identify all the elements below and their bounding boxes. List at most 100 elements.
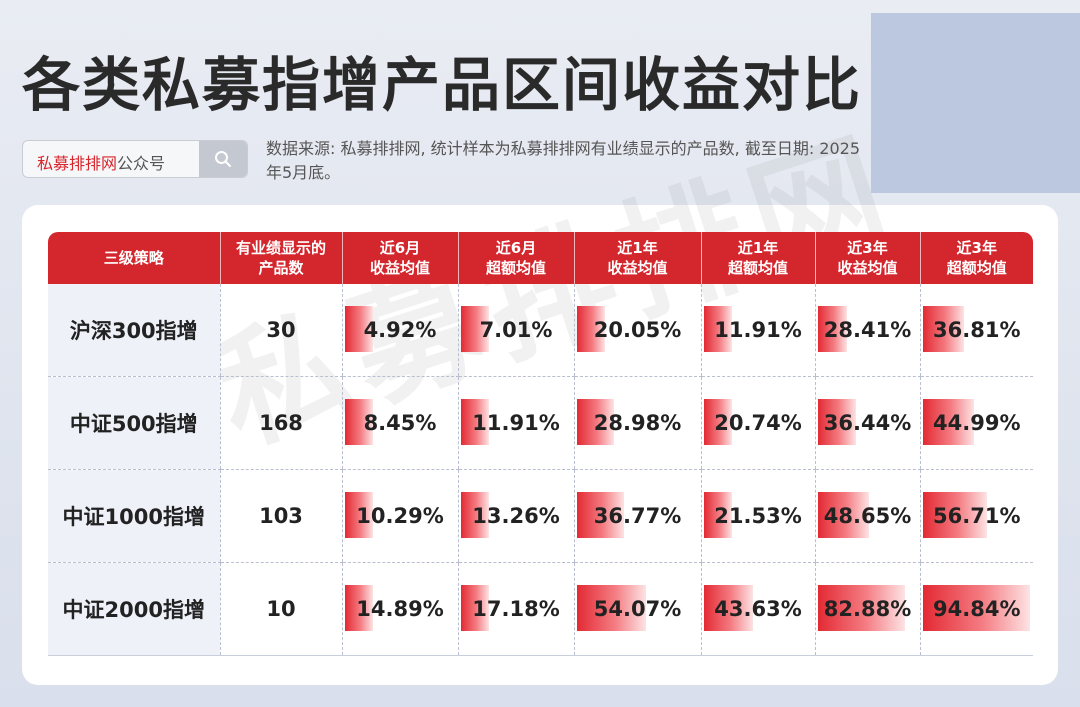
value-label: 7.01% (479, 318, 553, 342)
returns-table: 三级策略 有业绩显示的 产品数 近6月 收益均值 近6月 超额均值 近1年 收益均值 近1年 超额均… (48, 232, 1033, 656)
value-bar (817, 399, 856, 445)
value-cell: 13.26% (457, 469, 574, 563)
value-label: 36.77% (593, 504, 682, 528)
value-cell: 36.77% (573, 469, 701, 563)
value-bar (576, 399, 614, 445)
column-header: 近6月 收益均值 (341, 232, 458, 284)
value-label: 20.74% (714, 411, 802, 435)
count-cell: 168 (219, 376, 342, 470)
value-label: 10.29% (356, 504, 444, 528)
strategy-cell: 中证2000指增 (48, 562, 220, 656)
count-cell: 10 (219, 562, 342, 656)
value-label: 13.26% (472, 504, 560, 528)
value-bar (703, 306, 732, 352)
count-cell: 30 (219, 284, 342, 377)
strategy-cell: 沪深300指增 (48, 284, 220, 377)
value-cell: 43.63% (700, 562, 815, 656)
value-label: 48.65% (823, 504, 912, 528)
value-bar (576, 306, 605, 352)
value-label: 17.18% (472, 597, 560, 621)
value-cell: 48.65% (814, 469, 920, 563)
source-note: 数据来源: 私募排排网, 统计样本为私募排排网有业绩显示的产品数, 截至日期: … (266, 139, 861, 182)
column-header: 近6月 超额均值 (457, 232, 574, 284)
value-label: 20.05% (593, 318, 682, 342)
value-cell: 82.88% (814, 562, 920, 656)
value-cell: 10.29% (341, 469, 458, 563)
value-bar (922, 306, 965, 352)
column-header: 三级策略 (48, 232, 220, 284)
value-cell: 17.18% (457, 562, 574, 656)
search-brand: 私募排排网 (37, 154, 118, 173)
table-row: 沪深300指增 30 4.92% 7.01% 20.05% 11.91% 28.41% 36.… (48, 284, 1033, 377)
value-label: 36.81% (933, 318, 1021, 342)
search-box[interactable]: 私募排排网公众号 (22, 140, 248, 178)
value-cell: 20.74% (700, 376, 815, 470)
value-bar (817, 306, 848, 352)
value-bar (344, 492, 373, 538)
table-row: 中证1000指增 103 10.29% 13.26% 36.77% 21.53% 48.65… (48, 469, 1033, 563)
search-suffix: 公众号 (117, 154, 166, 173)
value-cell: 28.98% (573, 376, 701, 470)
value-cell: 20.05% (573, 284, 701, 377)
value-label: 82.88% (823, 597, 912, 621)
count-cell: 103 (219, 469, 342, 563)
table-row: 中证2000指增 10 14.89% 17.18% 54.07% 43.63% 82.88%… (48, 562, 1033, 656)
strategy-cell: 中证1000指增 (48, 469, 220, 563)
value-label: 11.91% (714, 318, 802, 342)
table-row: 中证500指增 168 8.45% 11.91% 28.98% 20.74% 36.44% 4… (48, 376, 1033, 470)
value-cell: 36.81% (919, 284, 1033, 377)
value-bar (703, 585, 754, 631)
value-label: 43.63% (714, 597, 802, 621)
value-cell: 7.01% (457, 284, 574, 377)
value-cell: 8.45% (341, 376, 458, 470)
search-button[interactable] (199, 141, 247, 177)
column-header: 近1年 收益均值 (573, 232, 701, 284)
value-bar (817, 492, 869, 538)
value-bar (922, 585, 1031, 631)
column-header: 近3年 收益均值 (814, 232, 920, 284)
search-text: 私募排排网公众号 (37, 150, 165, 174)
value-bar (460, 585, 489, 631)
table-body: 沪深300指增 30 4.92% 7.01% 20.05% 11.91% 28.41% 36.… (48, 284, 1033, 656)
value-label: 28.98% (593, 411, 682, 435)
value-cell: 28.41% (814, 284, 920, 377)
value-label: 54.07% (593, 597, 682, 621)
value-label: 44.99% (933, 411, 1021, 435)
value-label: 94.84% (933, 597, 1021, 621)
value-bar (576, 492, 624, 538)
value-cell: 21.53% (700, 469, 815, 563)
value-label: 21.53% (714, 504, 802, 528)
value-cell: 94.84% (919, 562, 1033, 656)
value-bar (922, 492, 987, 538)
column-header: 近3年 超额均值 (919, 232, 1033, 284)
value-bar (576, 585, 646, 631)
value-bar (344, 306, 373, 352)
value-label: 8.45% (363, 411, 437, 435)
value-cell: 56.71% (919, 469, 1033, 563)
value-label: 28.41% (823, 318, 912, 342)
value-cell: 11.91% (457, 376, 574, 470)
column-header: 近1年 超额均值 (700, 232, 815, 284)
value-bar (460, 306, 489, 352)
value-cell: 14.89% (341, 562, 458, 656)
value-bar (817, 585, 905, 631)
value-bar (460, 492, 489, 538)
search-icon (215, 151, 231, 167)
value-bar (703, 399, 732, 445)
value-bar (460, 399, 489, 445)
value-label: 56.71% (933, 504, 1021, 528)
value-label: 36.44% (823, 411, 912, 435)
table-header: 三级策略 有业绩显示的 产品数 近6月 收益均值 近6月 超额均值 近1年 收益均值 近1年 超额均… (48, 232, 1033, 284)
value-cell: 11.91% (700, 284, 815, 377)
value-bar (703, 492, 732, 538)
value-bar (344, 399, 373, 445)
column-header: 有业绩显示的 产品数 (219, 232, 342, 284)
value-bar (922, 399, 974, 445)
value-label: 4.92% (363, 318, 437, 342)
value-cell: 44.99% (919, 376, 1033, 470)
value-label: 11.91% (472, 411, 560, 435)
value-label: 14.89% (356, 597, 444, 621)
page-title: 各类私募指增产品区间收益对比 (22, 51, 863, 119)
value-cell: 54.07% (573, 562, 701, 656)
value-bar (344, 585, 373, 631)
